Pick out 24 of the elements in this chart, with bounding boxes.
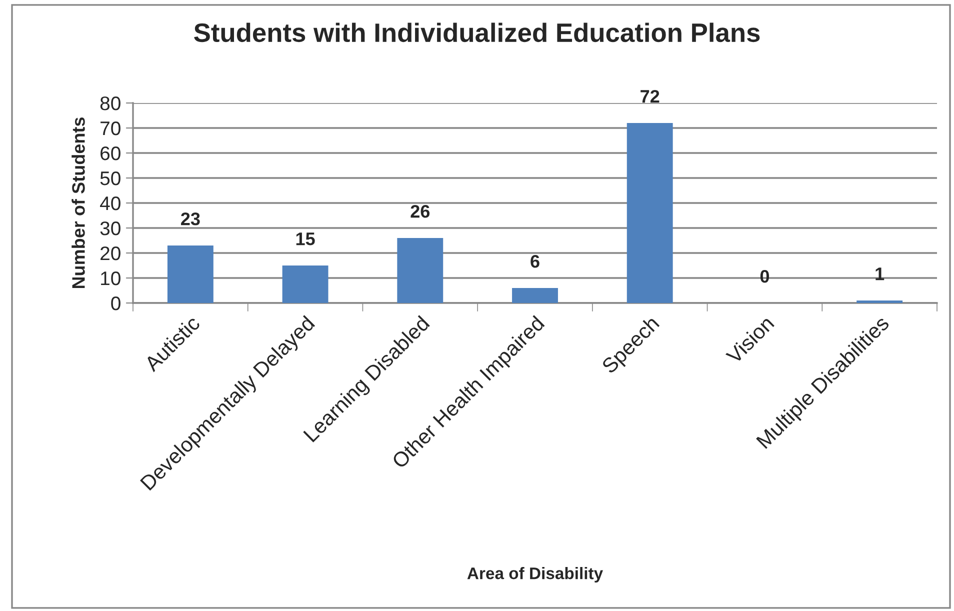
- data-label: 26: [410, 204, 430, 218]
- bar: [397, 238, 444, 303]
- y-tick-label: 30: [100, 221, 120, 236]
- chart-title: Students with Individualized Education Plans: [194, 22, 760, 42]
- data-label: 0: [760, 270, 769, 283]
- y-tick-label: 50: [100, 171, 120, 186]
- bar: [167, 246, 214, 303]
- y-tick-label: 80: [100, 96, 120, 110]
- x-axis-title: Area of Disability: [467, 567, 603, 583]
- y-tick-label: 40: [100, 196, 120, 210]
- y-axis-title: Number of Students: [72, 117, 85, 288]
- data-label: 1: [876, 268, 884, 280]
- bar: [626, 123, 673, 303]
- y-tick-label: 60: [100, 146, 120, 160]
- data-label: 6: [530, 254, 540, 268]
- data-label: 23: [181, 212, 200, 226]
- y-tick-label: 10: [101, 271, 120, 286]
- y-tick-label: 20: [100, 246, 120, 260]
- data-label: 72: [640, 90, 660, 103]
- y-tick-label: 70: [100, 121, 120, 136]
- bar: [282, 266, 328, 303]
- data-label: 15: [296, 232, 315, 246]
- bar: [512, 288, 558, 303]
- y-tick-label: 0: [111, 296, 120, 310]
